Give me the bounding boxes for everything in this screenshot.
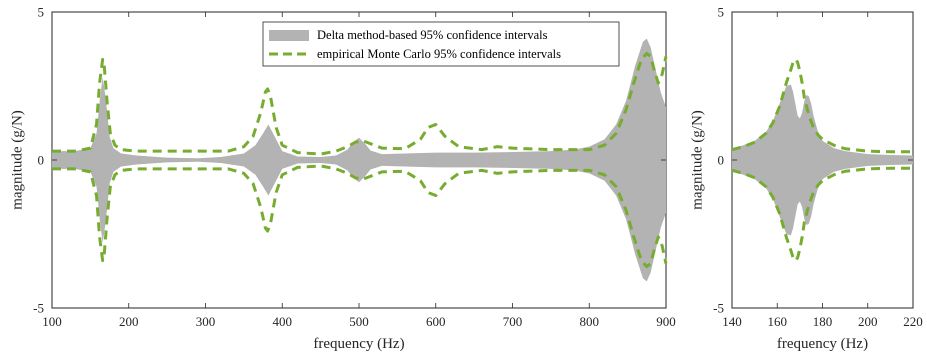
left-x-axis-title: frequency (Hz) xyxy=(313,336,404,352)
right-monte-carlo-upper-line xyxy=(731,57,913,154)
right-monte-carlo-layer xyxy=(731,57,913,263)
legend: Delta method-based 95% confidence interv… xyxy=(262,21,620,67)
left-x-tick-label: 900 xyxy=(656,314,676,329)
left-x-tick-label: 300 xyxy=(196,314,216,329)
right-x-tick-label: 140 xyxy=(722,314,742,329)
left-y-axis-title: magnitude (g/N) xyxy=(9,110,25,210)
legend-entry-delta: Delta method-based 95% confidence interv… xyxy=(317,28,548,42)
left-y-tick-label: -5 xyxy=(33,301,44,316)
left-x-tick-label: 400 xyxy=(273,314,293,329)
right-x-tick-label: 180 xyxy=(813,314,833,329)
left-ticks-layer: 100 200 300 400 500 600 700 800 900 -5 0 5 xyxy=(33,5,676,330)
legend-entry-monte-carlo: empirical Monte Carlo 95% confidence int… xyxy=(317,47,561,61)
left-plot-panel: 100 200 300 400 500 600 700 800 900 -5 0 5 frequenc… xyxy=(9,5,676,353)
right-y-tick-label: 5 xyxy=(718,5,725,20)
left-delta-band-layer xyxy=(52,38,666,282)
right-delta-band-layer xyxy=(732,84,913,236)
legend-band-swatch xyxy=(269,30,309,41)
right-y-axis-title: magnitude (g/N) xyxy=(689,110,705,210)
left-monte-carlo-layer xyxy=(52,51,668,269)
legend-box xyxy=(262,21,620,67)
left-x-tick-label: 200 xyxy=(119,314,139,329)
left-y-tick-label: 0 xyxy=(38,153,45,168)
left-delta-band xyxy=(52,38,666,282)
right-y-tick-label: -5 xyxy=(713,301,724,316)
left-x-tick-label: 100 xyxy=(42,314,62,329)
right-x-tick-label: 220 xyxy=(903,314,923,329)
left-x-tick-label: 700 xyxy=(503,314,523,329)
right-x-axis-title: frequency (Hz) xyxy=(777,336,868,352)
left-monte-carlo-upper-line xyxy=(52,51,668,156)
right-x-tick-label: 200 xyxy=(858,314,878,329)
left-x-tick-label: 500 xyxy=(349,314,369,329)
right-plot-panel: 140 160 180 200 220 -5 0 5 frequency (Hz) magni… xyxy=(689,5,923,353)
right-delta-band xyxy=(732,84,913,236)
left-y-tick-label: 5 xyxy=(38,5,45,20)
right-monte-carlo-lower-line xyxy=(731,166,913,263)
right-ticks-layer: 140 160 180 200 220 -5 0 5 xyxy=(713,5,923,330)
left-x-tick-label: 800 xyxy=(580,314,600,329)
left-monte-carlo-lower-line xyxy=(52,164,668,269)
right-y-tick-label: 0 xyxy=(718,153,725,168)
right-x-tick-label: 160 xyxy=(768,314,788,329)
left-x-tick-label: 600 xyxy=(426,314,446,329)
